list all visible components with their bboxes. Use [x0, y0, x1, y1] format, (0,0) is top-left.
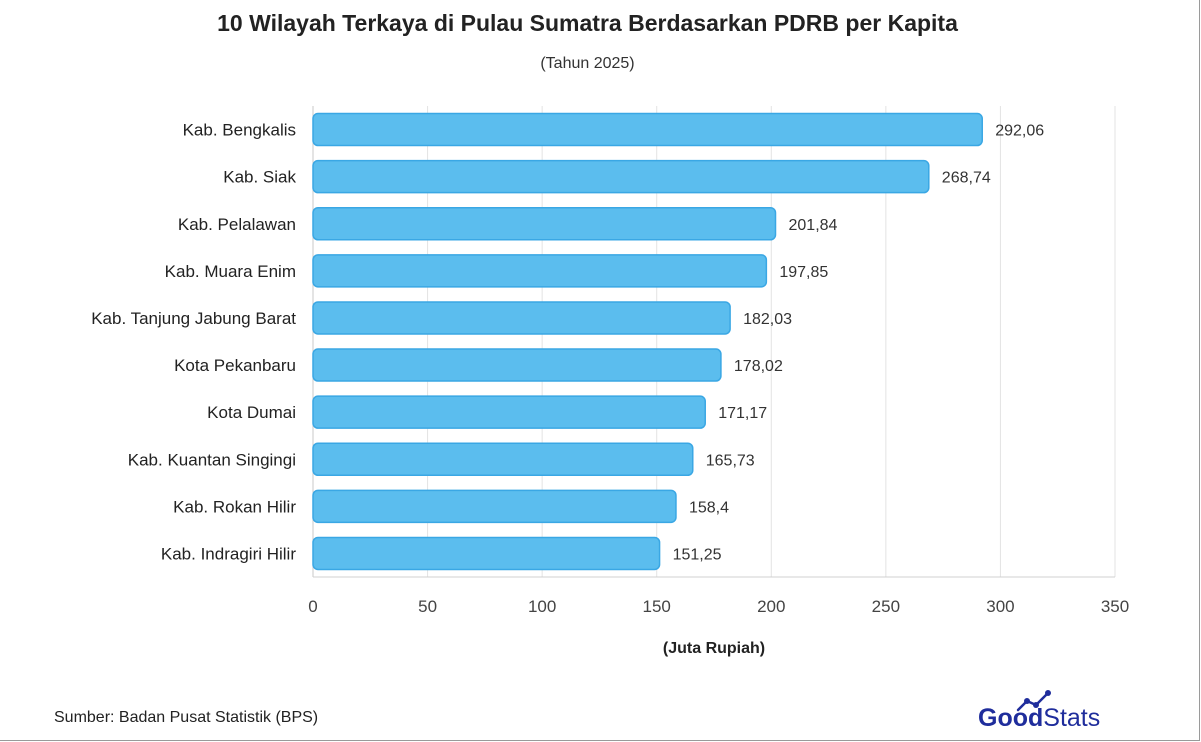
- bar: [312, 348, 722, 382]
- goodstats-logo: GoodStats: [978, 690, 1100, 732]
- value-label: 165,73: [706, 452, 755, 469]
- source-note: Sumber: Badan Pusat Statistik (BPS): [54, 709, 319, 726]
- x-tick-label: 200: [757, 597, 785, 616]
- chart-title: 10 Wilayah Terkaya di Pulau Sumatra Berd…: [217, 10, 958, 36]
- logo-dot-icon: [1033, 702, 1039, 708]
- category-label: Kab. Rokan Hilir: [173, 497, 296, 516]
- category-label: Kab. Indragiri Hilir: [161, 544, 296, 563]
- logo-text-bold: Good: [978, 704, 1043, 732]
- category-label: Kab. Pelalawan: [178, 215, 296, 234]
- category-label: Kab. Tanjung Jabung Barat: [91, 309, 296, 328]
- x-tick-label: 50: [418, 597, 437, 616]
- logo-dot-icon: [1024, 698, 1030, 704]
- x-tick-label: 350: [1101, 597, 1129, 616]
- x-tick-label: 300: [986, 597, 1014, 616]
- value-label: 201,84: [789, 217, 838, 234]
- value-label: 151,25: [673, 546, 722, 563]
- bar: [312, 301, 731, 335]
- bar: [312, 254, 768, 288]
- bar: [312, 442, 694, 476]
- category-label: Kota Dumai: [207, 403, 296, 422]
- category-label: Kab. Kuantan Singingi: [128, 450, 296, 469]
- x-axis-title: (Juta Rupiah): [663, 640, 765, 657]
- x-tick-label: 0: [308, 597, 317, 616]
- category-label: Kota Pekanbaru: [174, 356, 296, 375]
- bar: [312, 207, 777, 241]
- logo-dot-icon: [1045, 690, 1051, 696]
- bar: [312, 536, 661, 571]
- value-label: 158,4: [689, 499, 729, 516]
- value-label: 268,74: [942, 170, 991, 187]
- value-label: 197,85: [779, 264, 828, 281]
- chart-subtitle: (Tahun 2025): [540, 55, 635, 72]
- logo-text-light: Stats: [1043, 704, 1100, 732]
- logo-trend-icon: [1016, 691, 1050, 712]
- x-tick-label: 250: [872, 597, 900, 616]
- svg-text:GoodStats: GoodStats: [978, 704, 1100, 732]
- value-label: 178,02: [734, 358, 783, 375]
- bar: [312, 112, 983, 147]
- category-label: Kab. Bengkalis: [183, 121, 296, 140]
- category-label: Kab. Muara Enim: [165, 262, 296, 281]
- value-label: 171,17: [718, 405, 767, 422]
- category-label: Kab. Siak: [223, 168, 296, 187]
- value-label: 182,03: [743, 311, 792, 328]
- x-tick-label: 100: [528, 597, 556, 616]
- value-label: 292,06: [995, 123, 1044, 140]
- x-tick-label: 150: [643, 597, 671, 616]
- bar: [312, 159, 930, 194]
- bar-chart: 0 50 100 150 200 250 300 350 Kab. Bengkalis 292,0…: [91, 106, 1129, 657]
- bar: [312, 395, 706, 429]
- bar: [312, 489, 677, 524]
